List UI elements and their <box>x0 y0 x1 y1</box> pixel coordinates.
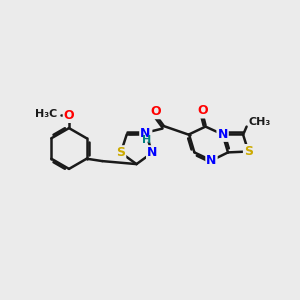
Text: O: O <box>198 104 208 118</box>
Text: N: N <box>206 154 217 167</box>
Text: N: N <box>218 128 228 141</box>
Text: H: H <box>142 135 152 145</box>
Text: N: N <box>147 146 158 159</box>
Text: CH₃: CH₃ <box>248 117 271 128</box>
Text: S: S <box>244 145 253 158</box>
Text: N: N <box>141 128 152 141</box>
Text: H₃C: H₃C <box>35 109 58 119</box>
Text: O: O <box>64 109 74 122</box>
Text: N: N <box>140 127 151 140</box>
Text: O: O <box>150 105 161 118</box>
Text: S: S <box>116 146 125 159</box>
